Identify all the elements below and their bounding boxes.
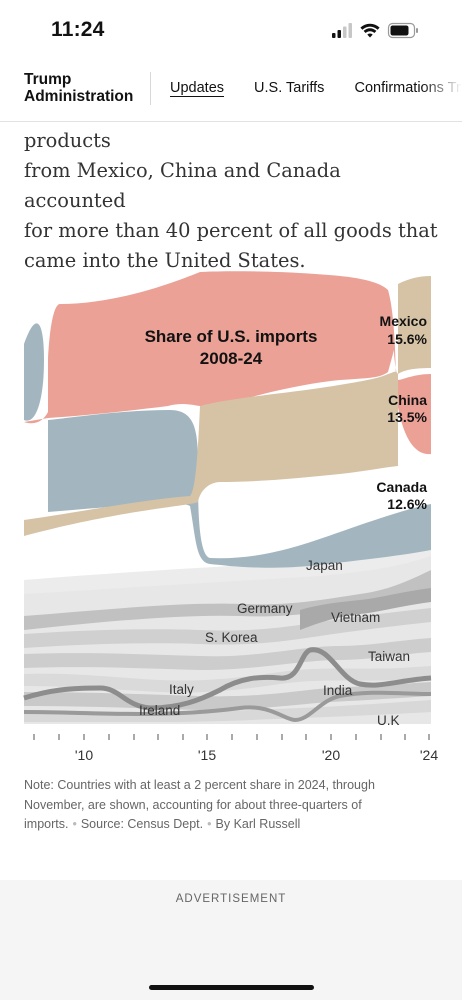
band-mexico-top xyxy=(398,276,431,374)
signal-icon xyxy=(332,23,352,38)
article-line: for more than 40 percent of all goods th… xyxy=(24,219,438,242)
article-paragraph: the last full year data is available, pr… xyxy=(24,96,438,276)
article-line: from Mexico, China and Canada accounted xyxy=(24,159,341,212)
section-brand[interactable]: Trump Administration xyxy=(24,71,133,105)
nav-link-us-tariffs[interactable]: U.S. Tariffs xyxy=(254,80,325,96)
chart-subtitle: 2008-24 xyxy=(200,349,263,368)
band-vietnam xyxy=(300,588,431,630)
separator-dot: • xyxy=(72,817,77,831)
x-tick-label: '15 xyxy=(198,747,216,763)
series-value-china: 13.5% xyxy=(387,409,427,425)
country-label-vietnam: Vietnam xyxy=(331,610,380,625)
wifi-icon xyxy=(360,23,380,38)
country-label-uk: U.K xyxy=(377,713,400,728)
band-skorea xyxy=(24,608,431,648)
country-label-ireland: Ireland xyxy=(139,703,180,718)
series-value-mexico: 15.6% xyxy=(387,331,427,347)
nav-divider xyxy=(150,72,151,105)
imports-share-chart: '10 '15 '20 '24 Share of U.S. imports 20… xyxy=(0,250,462,780)
band-india xyxy=(24,682,431,710)
x-tick-label: '10 xyxy=(75,747,93,763)
line-ireland xyxy=(23,690,432,723)
note-source: Source: Census Dept. xyxy=(80,817,204,831)
brand-line: Trump xyxy=(24,71,72,88)
country-label-skorea: S. Korea xyxy=(205,630,258,645)
band-taiwan xyxy=(24,638,431,670)
country-label-italy: Italy xyxy=(169,682,194,697)
status-icons xyxy=(332,20,432,42)
band-germany xyxy=(24,570,431,630)
advertisement-area: ADVERTISEMENT xyxy=(0,880,462,1000)
chart-title: Share of U.S. imports xyxy=(145,327,318,346)
x-axis xyxy=(33,734,430,740)
country-label-japan: Japan xyxy=(306,558,343,573)
line-uk xyxy=(23,647,432,711)
series-value-canada: 12.6% xyxy=(387,496,427,512)
separator-dot: • xyxy=(207,817,212,831)
band-italy xyxy=(24,666,431,693)
country-label-germany: Germany xyxy=(237,601,293,616)
series-label-canada: Canada xyxy=(376,479,427,495)
nav-link-updates[interactable]: Updates xyxy=(170,80,225,96)
home-indicator[interactable] xyxy=(149,985,314,990)
band-china xyxy=(24,271,431,455)
x-tick-label: '24 xyxy=(420,747,438,763)
nav-links: Updates U.S. Tariffs Confirmations Tra xyxy=(170,80,462,96)
country-label-india: India xyxy=(323,683,353,698)
series-label-mexico: Mexico xyxy=(380,313,427,329)
chart-svg: '10 '15 '20 '24 Share of U.S. imports 20… xyxy=(23,271,438,763)
band-canada-main xyxy=(48,410,431,568)
note-text: Note: Countries with at least a 2 percen… xyxy=(24,778,375,831)
country-label-taiwan: Taiwan xyxy=(368,649,410,664)
band-mexico xyxy=(24,371,398,536)
x-tick-label: '20 xyxy=(322,747,340,763)
chart-note: Note: Countries with at least a 2 percen… xyxy=(24,776,434,835)
brand-line: Administration xyxy=(24,88,134,105)
band-canada xyxy=(24,323,44,421)
advertisement-label: ADVERTISEMENT xyxy=(175,893,287,905)
note-byline: By Karl Russell xyxy=(215,817,301,831)
battery-icon xyxy=(387,22,418,39)
status-time: 11:24 xyxy=(51,18,105,41)
band-japan xyxy=(24,530,431,594)
status-bar: 11:24 xyxy=(0,0,462,56)
series-label-china: China xyxy=(388,392,427,408)
nav-fade xyxy=(422,56,462,121)
section-nav: Trump Administration Updates U.S. Tariff… xyxy=(0,56,462,122)
article-line: came into the United States. xyxy=(24,249,306,272)
